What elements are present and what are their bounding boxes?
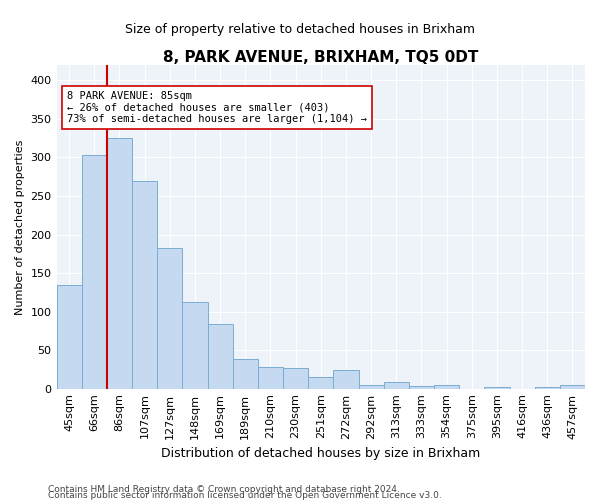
Text: 8 PARK AVENUE: 85sqm
← 26% of detached houses are smaller (403)
73% of semi-deta: 8 PARK AVENUE: 85sqm ← 26% of detached h…	[67, 91, 367, 124]
Title: 8, PARK AVENUE, BRIXHAM, TQ5 0DT: 8, PARK AVENUE, BRIXHAM, TQ5 0DT	[163, 50, 478, 65]
Bar	[434, 385, 459, 388]
Bar	[383, 382, 409, 388]
Text: Contains public sector information licensed under the Open Government Licence v3: Contains public sector information licen…	[48, 492, 442, 500]
Bar	[359, 385, 383, 388]
Bar	[560, 385, 585, 388]
Bar	[258, 367, 283, 388]
Bar	[409, 386, 434, 388]
Bar	[233, 358, 258, 388]
Bar	[132, 180, 157, 388]
Bar	[283, 368, 308, 388]
X-axis label: Distribution of detached houses by size in Brixham: Distribution of detached houses by size …	[161, 447, 481, 460]
Bar	[208, 324, 233, 388]
Text: Contains HM Land Registry data © Crown copyright and database right 2024.: Contains HM Land Registry data © Crown c…	[48, 486, 400, 494]
Bar	[182, 302, 208, 388]
Bar	[107, 138, 132, 388]
Bar	[334, 370, 359, 388]
Bar	[56, 284, 82, 389]
Bar	[484, 387, 509, 388]
Bar	[308, 377, 334, 388]
Bar	[157, 248, 182, 388]
Y-axis label: Number of detached properties: Number of detached properties	[15, 139, 25, 314]
Bar	[535, 387, 560, 388]
Bar	[82, 155, 107, 388]
Text: Size of property relative to detached houses in Brixham: Size of property relative to detached ho…	[125, 24, 475, 36]
